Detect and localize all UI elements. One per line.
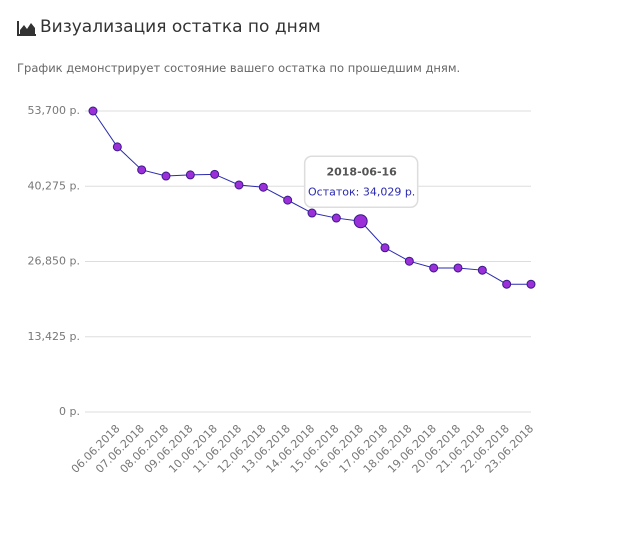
point [112, 142, 122, 152]
y-tick-label: 40,275 р. [28, 179, 80, 192]
subtitle: График демонстрирует состояние вашего ос… [17, 61, 461, 75]
y-tick-label: 26,850 р. [28, 255, 80, 268]
tooltip-label: Остаток: 34,029 р. [308, 185, 415, 198]
point [210, 169, 220, 179]
tooltip-title: 2018-06-16 [326, 165, 397, 178]
tooltip-box [303, 155, 419, 209]
point [404, 256, 414, 266]
y-tick-label: 0 р. [59, 405, 80, 418]
y-tick-label: 53,700 р. [28, 104, 80, 117]
chart-icon [17, 21, 36, 36]
point [185, 170, 195, 180]
title: Визуализация остатка по дням [40, 17, 321, 37]
point [137, 165, 147, 175]
point [234, 180, 244, 190]
point [429, 263, 439, 273]
tooltip: 2018-06-16 Остаток: 34,029 р. [303, 155, 419, 209]
point [88, 106, 98, 116]
point [331, 213, 341, 223]
point [477, 265, 487, 275]
point [258, 182, 268, 192]
point [526, 279, 536, 289]
point [161, 171, 171, 181]
point [502, 279, 512, 289]
point [307, 208, 317, 218]
y-tick-label: 13,425 р. [28, 330, 80, 343]
point [353, 214, 368, 229]
point [453, 263, 463, 273]
point [380, 243, 390, 253]
point [283, 195, 293, 205]
